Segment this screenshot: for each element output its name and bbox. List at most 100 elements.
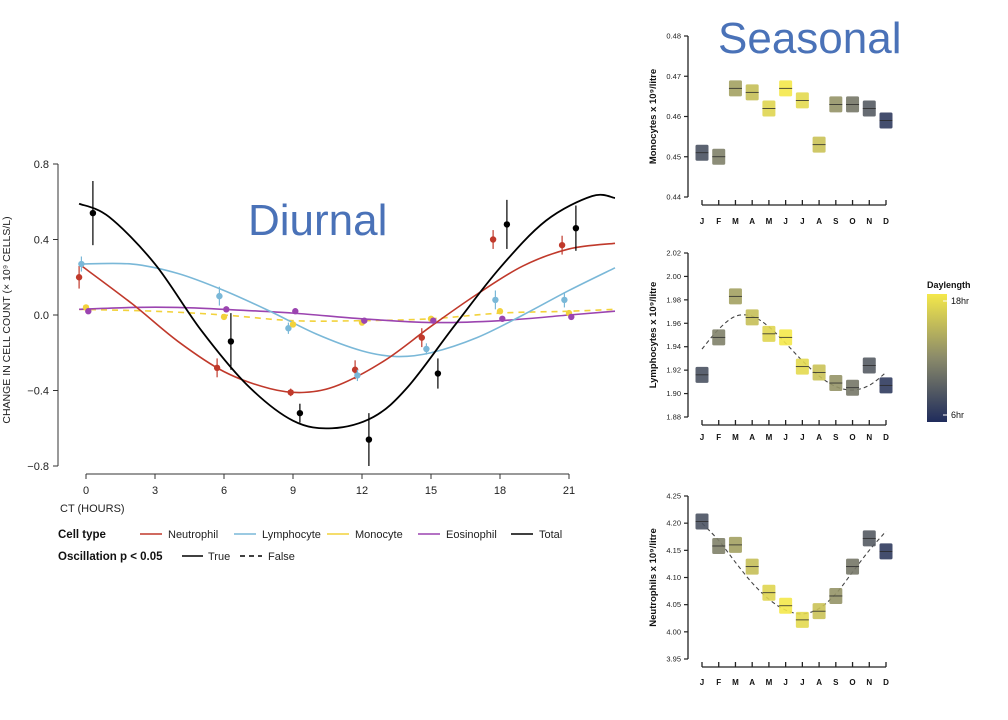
curve-total (78, 193, 616, 430)
seasonal-month-label: A (749, 217, 755, 226)
point-total (572, 224, 580, 232)
cell-type-label: Cell type (58, 529, 106, 541)
seasonal-month-label: N (866, 678, 872, 687)
diurnal-y-axis-label: CHANGE IN CELL COUNT (× 10⁹ CELLS/L) (1, 216, 13, 423)
seasonal-month-label: D (883, 433, 889, 442)
seasonal-month-label: J (700, 433, 704, 442)
seasonal-month-label: M (732, 433, 739, 442)
diurnal-x-tick-label: 3 (152, 485, 158, 497)
legend-label-lymphocyte: Lymphocyte (262, 529, 321, 541)
seasonal-y-tick-label: 4.10 (666, 573, 681, 582)
monocytes-seasonal-chart: 0.48 0.47 0.46 0.45 0.44 Monocytes x 10⁹/litr… (648, 32, 893, 226)
daylength-colorbar: Daylength 18hr 6hr (927, 280, 971, 422)
seasonal-month-label: D (883, 217, 889, 226)
diurnal-y-ticks: 0.8 0.4 0.0 −0.4 −0.8 (27, 159, 58, 473)
seasonal-month-label: O (849, 217, 855, 226)
curve-eosinophil (79, 306, 616, 324)
seasonal-month-label: A (816, 433, 822, 442)
seasonal-fit-line (701, 522, 887, 615)
seasonal-y-tick-label: 4.05 (666, 600, 681, 609)
curve-monocyte (79, 308, 616, 322)
seasonal-month-label: O (849, 678, 855, 687)
diurnal-x-tick-label: 9 (290, 485, 296, 497)
seasonal-fit-line (701, 314, 887, 391)
point-monocyte (289, 321, 297, 328)
point-neutrophil (351, 366, 359, 373)
diurnal-x-ticks: 0 3 6 9 12 15 18 21 (83, 474, 575, 497)
point-eosinophil (292, 308, 299, 315)
seasonal-month-label: A (816, 217, 822, 226)
point-total (503, 221, 511, 228)
legend-label-total: Total (539, 529, 562, 541)
seasonal-month-label: M (766, 678, 773, 687)
point-eosinophil (223, 306, 230, 313)
seasonal-y-tick-label: 0.48 (666, 32, 681, 41)
legend-false-text: False (268, 551, 295, 563)
point-total (365, 436, 373, 443)
seasonal-y-tick-label: 0.44 (666, 193, 681, 202)
seasonal-y-tick-label: 1.90 (666, 389, 681, 398)
diurnal-x-tick-label: 6 (221, 485, 227, 497)
point-lymphocyte (78, 260, 85, 268)
diurnal-y-tick-label: 0.4 (34, 235, 49, 247)
diurnal-chart: CHANGE IN CELL COUNT (× 10⁹ CELLS/L) 0.8… (1, 159, 616, 515)
seasonal-month-label: J (783, 678, 787, 687)
seasonal-month-label: F (716, 433, 721, 442)
diurnal-legend: Cell type Neutrophil Lymphocyte Monocyte Eo… (58, 529, 562, 563)
daylength-high-label: 18hr (951, 296, 969, 306)
seasonal-y-tick-label: 1.94 (666, 342, 681, 351)
seasonal-y-tick-label: 3.95 (666, 655, 681, 664)
seasonal-month-label: A (816, 678, 822, 687)
seasonal-month-label: M (732, 678, 739, 687)
seasonal-y-tick-label: 2.00 (666, 272, 681, 281)
seasonal-y-tick-label: 0.47 (666, 72, 681, 81)
diurnal-y-tick-label: 0.8 (34, 159, 49, 171)
point-lymphocyte (561, 296, 568, 304)
seasonal-month-label: J (800, 433, 804, 442)
curve-neutrophil (78, 242, 616, 394)
diurnal-title: Diurnal (248, 196, 388, 245)
seasonal-y-axis-label: Monocytes x 10⁹/litre (648, 69, 659, 164)
seasonal-month-label: M (732, 217, 739, 226)
seasonal-month-label: J (700, 217, 704, 226)
diurnal-x-tick-label: 15 (425, 485, 437, 497)
point-total (296, 409, 304, 417)
seasonal-month-label: S (833, 678, 839, 687)
seasonal-month-label: J (783, 217, 787, 226)
diurnal-points (75, 180, 580, 466)
seasonal-y-tick-label: 1.96 (666, 319, 681, 328)
diurnal-x-axis-label: CT (HOURS) (60, 503, 125, 515)
seasonal-month-label: S (833, 433, 839, 442)
legend-label-monocyte: Monocyte (355, 529, 403, 541)
seasonal-y-axis-label: Neutrophils x 10⁹/litre (648, 528, 659, 626)
seasonal-month-label: D (883, 678, 889, 687)
diurnal-x-tick-label: 12 (356, 485, 368, 497)
point-lymphocyte (492, 296, 499, 304)
seasonal-month-label: O (849, 433, 855, 442)
seasonal-month-label: M (766, 217, 773, 226)
point-eosinophil (361, 317, 368, 324)
lymphocytes-seasonal-chart: 2.02 2.00 1.98 1.96 1.94 1.92 1.90 1.88 Lymphocy… (648, 249, 893, 442)
seasonal-month-label: F (716, 678, 721, 687)
seasonal-month-label: J (783, 433, 787, 442)
seasonal-y-tick-label: 0.46 (666, 112, 681, 121)
diurnal-y-tick-label: 0.0 (34, 310, 49, 322)
point-neutrophil (287, 389, 294, 396)
seasonal-y-tick-label: 4.00 (666, 627, 681, 636)
daylength-low-label: 6hr (951, 410, 964, 420)
seasonal-month-label: J (700, 678, 704, 687)
seasonal-month-label: J (800, 678, 804, 687)
point-lymphocyte (354, 372, 361, 379)
seasonal-title: Seasonal (718, 14, 902, 63)
point-eosinophil (85, 308, 92, 315)
seasonal-y-tick-label: 1.98 (666, 295, 681, 304)
point-lymphocyte (216, 292, 223, 300)
daylength-gradient (927, 294, 947, 422)
legend-label-neutrophil: Neutrophil (168, 529, 218, 541)
point-eosinophil (430, 317, 437, 324)
seasonal-month-label: M (766, 433, 773, 442)
point-monocyte (496, 308, 504, 315)
point-monocyte (220, 313, 228, 321)
diurnal-x-tick-label: 18 (494, 485, 506, 497)
point-neutrophil (489, 236, 497, 243)
